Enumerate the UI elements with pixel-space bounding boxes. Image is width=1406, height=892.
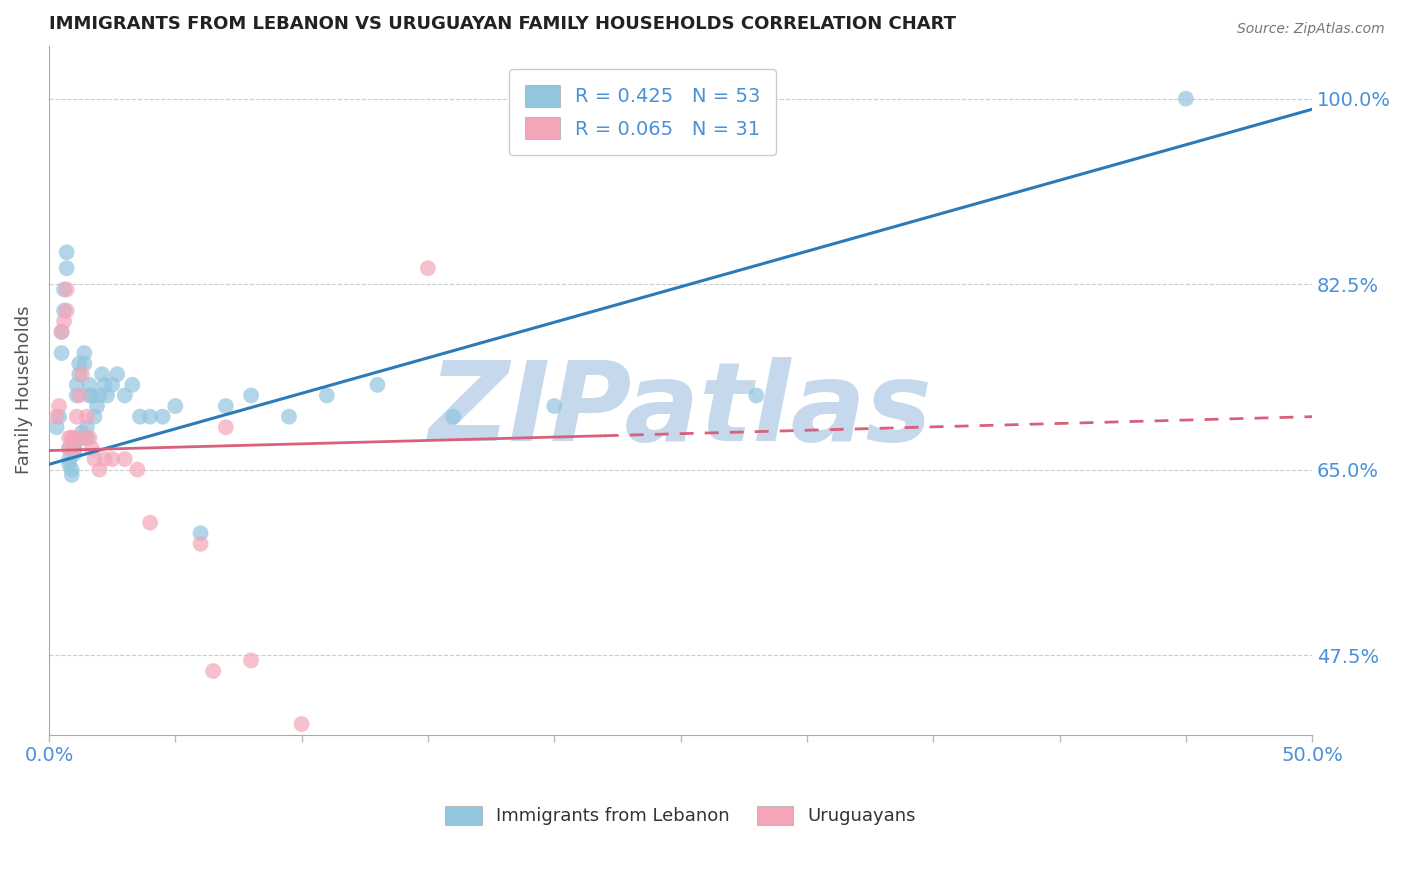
Point [79,431,101,445]
Point [745,388,768,402]
Point [45,409,67,424]
Point [63,442,86,456]
Point [89,388,111,402]
Point [76,409,98,424]
Point [58,442,80,456]
Point [86,399,108,413]
Point [315,388,337,402]
Point [416,261,439,276]
Point [51,325,73,339]
Point [63,442,86,456]
Point [91,368,114,382]
Point [45,420,67,434]
Point [93,452,115,467]
Point [66,409,89,424]
Point [55,303,77,318]
Point [51,325,73,339]
Point [543,399,565,413]
Point [1174,92,1197,106]
Text: IMMIGRANTS FROM LEBANON VS URUGUAYAN FAMILY HOUSEHOLDS CORRELATION CHART: IMMIGRANTS FROM LEBANON VS URUGUAYAN FAM… [49,15,956,33]
Point [240,388,263,402]
Point [58,431,80,445]
Point [55,261,77,276]
Point [63,431,86,445]
Point [121,377,143,392]
Point [76,420,98,434]
Point [53,283,76,297]
Point [60,463,83,477]
Point [79,388,101,402]
Point [129,409,152,424]
Point [79,377,101,392]
Y-axis label: Family Households: Family Households [15,306,32,475]
Point [58,458,80,472]
Point [73,346,96,360]
Point [101,452,124,467]
Point [48,409,70,424]
Point [152,409,174,424]
Point [67,357,90,371]
Point [73,357,96,371]
Point [291,717,314,731]
Point [366,377,388,392]
Point [63,447,86,461]
Point [80,442,103,456]
Point [165,399,187,413]
Point [73,431,96,445]
Point [93,377,115,392]
Point [96,388,118,402]
Legend: Immigrants from Lebanon, Uruguayans: Immigrants from Lebanon, Uruguayans [439,798,922,832]
Point [80,388,103,402]
Point [60,467,83,482]
Point [105,368,128,382]
Point [190,526,212,541]
Point [441,409,464,424]
Point [48,399,70,413]
Point [66,388,89,402]
Point [70,368,93,382]
Point [53,314,76,328]
Point [83,409,105,424]
Point [63,436,86,450]
Point [139,409,162,424]
Point [60,431,83,445]
Point [101,377,124,392]
Point [55,245,77,260]
Point [215,420,238,434]
Point [83,452,105,467]
Point [53,303,76,318]
Point [67,368,90,382]
Point [127,463,149,477]
Point [202,664,225,678]
Point [278,409,301,424]
Point [190,537,212,551]
Point [114,388,136,402]
Point [58,442,80,456]
Point [58,452,80,467]
Point [67,388,90,402]
Point [76,431,98,445]
Point [139,516,162,530]
Point [70,431,93,445]
Point [55,283,77,297]
Point [215,399,238,413]
Text: Source: ZipAtlas.com: Source: ZipAtlas.com [1237,22,1385,37]
Point [66,377,89,392]
Point [114,452,136,467]
Point [70,425,93,440]
Point [89,463,111,477]
Point [240,653,263,667]
Point [51,346,73,360]
Text: ZIPatlas: ZIPatlas [429,358,932,465]
